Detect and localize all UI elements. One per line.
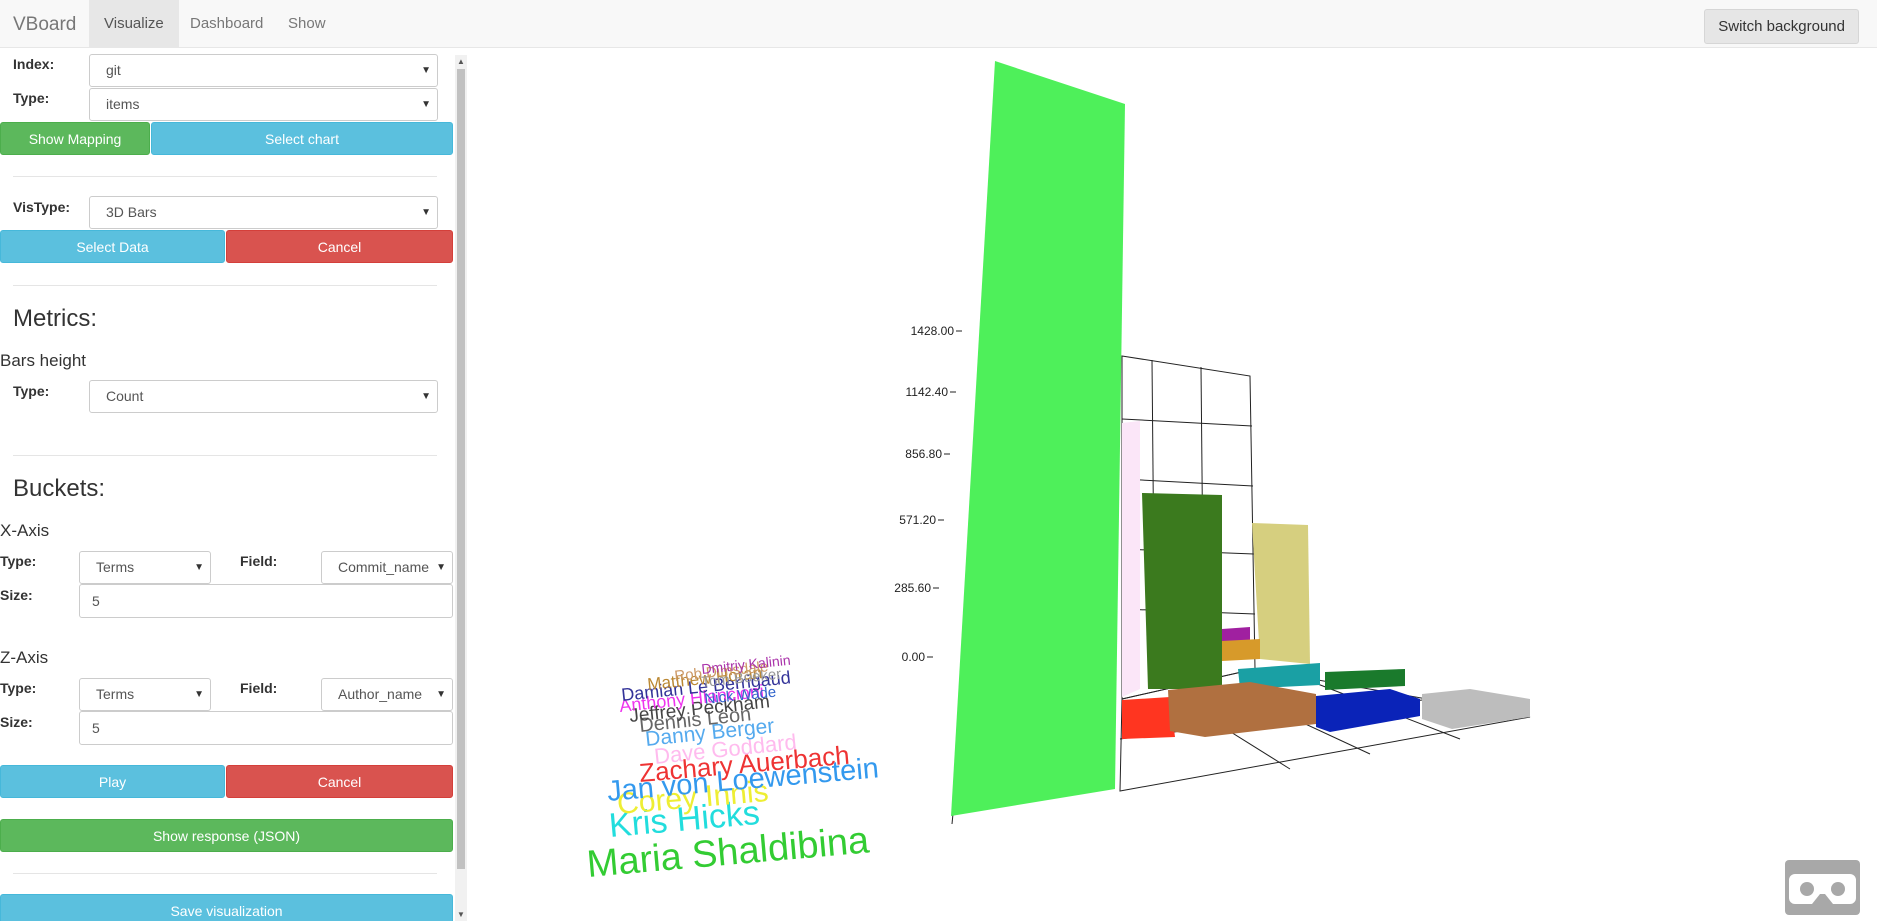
bar-khaki <box>1252 523 1310 664</box>
select-data-button[interactable]: Select Data <box>0 230 225 263</box>
zaxis-field-value: Author_name <box>338 686 423 702</box>
play-button[interactable]: Play <box>0 765 225 798</box>
caret-down-icon: ▼ <box>434 552 446 583</box>
metric-type-label: Type: <box>13 383 50 399</box>
type-label: Type: <box>13 90 50 106</box>
nav-show[interactable]: Show <box>288 15 326 32</box>
type-value: items <box>106 96 140 112</box>
bar-dark-green <box>1142 493 1222 689</box>
divider <box>13 176 437 177</box>
divider <box>13 873 437 874</box>
xaxis-type-value: Terms <box>96 559 135 575</box>
index-label: Index: <box>13 56 55 72</box>
bar-maria-shaldibina <box>951 61 1125 816</box>
zaxis-size-label: Size: <box>0 714 33 730</box>
3d-bar-chart[interactable]: 0.00 285.60 571.20 856.80 1142.40 1428.00 Mar… <box>470 49 1877 921</box>
type-select[interactable]: items ▼ <box>89 88 438 121</box>
y-tick-label: 1428.00 <box>911 324 955 338</box>
y-tick-label: 285.60 <box>894 581 931 595</box>
nav-dashboard[interactable]: Dashboard <box>190 15 264 32</box>
zaxis-size-input[interactable]: 5 <box>79 711 453 745</box>
nav-visualize[interactable]: Visualize <box>89 0 179 48</box>
xaxis-field-label: Field: <box>240 553 278 569</box>
vistype-value: 3D Bars <box>106 204 157 220</box>
zaxis-type-label: Type: <box>0 680 37 696</box>
navbar: VBoard Visualize Dashboard Show Switch b… <box>0 0 1877 48</box>
sidebar: Index: git ▼ Type: items ▼ Show Mapping Se… <box>0 49 455 921</box>
xaxis-heading: X-Axis <box>0 521 50 540</box>
zaxis-type-select[interactable]: Terms ▼ <box>79 678 211 711</box>
show-response-button[interactable]: Show response (JSON) <box>0 819 453 852</box>
metric-type-value: Count <box>106 388 144 404</box>
divider <box>13 285 437 286</box>
save-visualization-button[interactable]: Save visualization <box>0 894 453 921</box>
divider <box>13 455 437 456</box>
zaxis-heading: Z-Axis <box>0 648 49 667</box>
vistype-label: VisType: <box>13 199 71 215</box>
caret-down-icon: ▼ <box>421 391 431 402</box>
scroll-up-icon[interactable]: ▲ <box>457 57 465 66</box>
caret-down-icon: ▼ <box>194 689 204 700</box>
bars-height-heading: Bars height <box>0 351 86 370</box>
xaxis-type-label: Type: <box>0 553 37 569</box>
y-tick-label: 0.00 <box>902 650 926 664</box>
bar-orange-small <box>1222 639 1260 661</box>
bar-brown <box>1168 682 1316 737</box>
xaxis-field-value: Commit_name <box>338 559 430 575</box>
bar-blue <box>1316 689 1420 732</box>
metrics-heading: Metrics: <box>13 305 97 332</box>
scroll-down-icon[interactable]: ▼ <box>457 910 465 919</box>
select-chart-button[interactable]: Select chart <box>151 122 453 155</box>
zaxis-type-value: Terms <box>96 686 135 702</box>
xaxis-type-select[interactable]: Terms ▼ <box>79 551 211 584</box>
sidebar-scrollbar[interactable]: ▲ ▼ <box>455 55 467 921</box>
caret-down-icon: ▼ <box>421 207 431 218</box>
caret-down-icon: ▼ <box>194 562 204 573</box>
bar-purple <box>1222 627 1250 643</box>
cancel-button[interactable]: Cancel <box>226 230 453 263</box>
cancel-play-button[interactable]: Cancel <box>226 765 453 798</box>
bar-grey <box>1422 689 1530 729</box>
zaxis-field-select[interactable]: Author_name ▼ <box>321 678 453 711</box>
bar-red <box>1122 697 1175 739</box>
zaxis-field-label: Field: <box>240 680 278 696</box>
xaxis-size-input[interactable]: 5 <box>79 584 453 618</box>
caret-down-icon: ▼ <box>436 689 446 700</box>
vr-headset-icon[interactable] <box>1785 860 1860 915</box>
y-tick-label: 856.80 <box>905 447 942 461</box>
bar-green-small <box>1325 669 1405 690</box>
buckets-heading: Buckets: <box>13 475 106 502</box>
scrollbar-thumb[interactable] <box>457 69 465 869</box>
brand[interactable]: VBoard <box>13 14 77 35</box>
bar-pink <box>1122 421 1140 697</box>
bar-teal <box>1238 663 1320 689</box>
xaxis-size-label: Size: <box>0 587 33 603</box>
index-value: git <box>106 62 121 78</box>
y-tick-label: 571.20 <box>899 513 936 527</box>
y-tick-label: 1142.40 <box>906 385 949 399</box>
vistype-select[interactable]: 3D Bars ▼ <box>89 196 438 229</box>
caret-down-icon: ▼ <box>421 99 431 110</box>
metric-type-select[interactable]: Count ▼ <box>89 380 438 413</box>
switch-background-button[interactable]: Switch background <box>1704 9 1859 44</box>
index-select[interactable]: git ▼ <box>89 54 438 87</box>
show-mapping-button[interactable]: Show Mapping <box>0 122 150 155</box>
xaxis-field-select[interactable]: Commit_name ▼ <box>321 551 453 584</box>
caret-down-icon: ▼ <box>421 65 431 76</box>
